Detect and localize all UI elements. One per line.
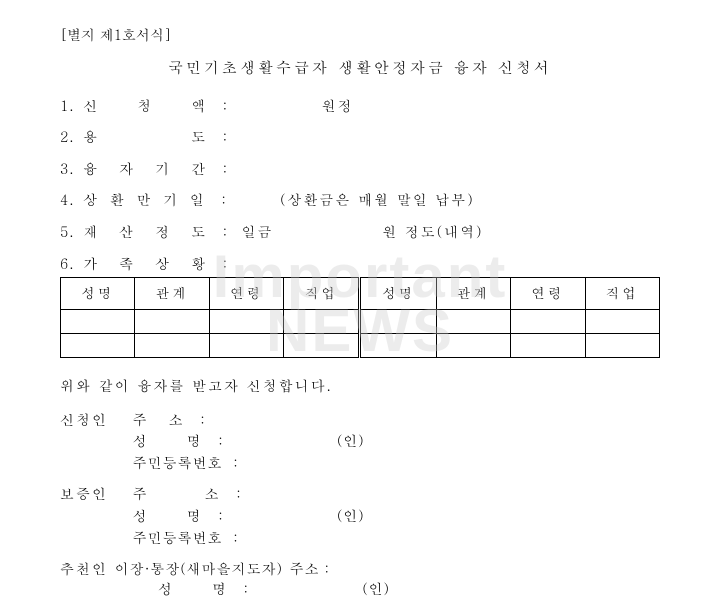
statement: 위와 같이 융자를 받고자 신청합니다. [60, 376, 660, 396]
field-label: 가 족 상 황 [83, 253, 209, 273]
field-label: 상 환 만 기 일 [83, 189, 208, 209]
colon: ： [218, 126, 233, 146]
cell[interactable] [209, 310, 283, 334]
field-suffix: 원정 [321, 95, 353, 115]
cell[interactable] [511, 310, 585, 334]
recommender-role: 이장·통장(새마을지도자) [115, 558, 283, 578]
recommender-label: 추천인 [60, 558, 108, 578]
field-num: 5. [60, 221, 74, 241]
colon: ： [216, 189, 231, 209]
cell[interactable] [284, 334, 360, 358]
colon: ： [195, 409, 210, 429]
cell[interactable] [585, 310, 659, 334]
cell[interactable] [61, 334, 135, 358]
guarantor-block: 보증인 주 소 ： 성 명 ： (인) 주민등록번호 ： [60, 484, 660, 549]
colon: ： [213, 430, 228, 450]
colon: ： [239, 578, 254, 598]
cell[interactable] [209, 334, 283, 358]
col-relation: 관계 [436, 278, 510, 310]
field-label: 융 자 기 간 [83, 158, 209, 178]
table-row [61, 310, 660, 334]
col-age: 연령 [209, 278, 283, 310]
cell[interactable] [436, 310, 510, 334]
cell[interactable] [511, 334, 585, 358]
colon: ： [213, 505, 228, 525]
colon: ： [218, 95, 233, 115]
field-label: 재 산 정 도 [83, 221, 209, 241]
field-suffix: 원 정도(내역) [382, 221, 483, 241]
colon: ： [218, 221, 233, 241]
field-loan-period: 3. 융 자 기 간 ： [60, 159, 660, 179]
page-title: 국민기초생활수급자 생활안정자금 융자 신청서 [60, 57, 660, 78]
field-note: (상환금은 매월 말일 납부) [280, 189, 475, 209]
field-family: 6. 가 족 상 황 ： [60, 254, 660, 274]
applicant-addr: 주 소 [133, 409, 187, 429]
col-job: 직업 [284, 278, 360, 310]
cell[interactable] [585, 334, 659, 358]
seal-mark: (인) [337, 431, 365, 451]
applicant-rrn: 주민등록번호 [133, 452, 223, 472]
seal-mark: (인) [362, 578, 390, 598]
field-num: 2. [60, 126, 74, 146]
field-value: 일금 [241, 221, 273, 241]
field-maturity: 4. 상 환 만 기 일 ： (상환금은 매월 말일 납부) [60, 190, 660, 210]
field-amount: 1. 신 청 액 ： 원정 [60, 96, 660, 116]
field-label: 신 청 액 [83, 95, 209, 115]
guarantor-label: 보증인 [60, 484, 108, 504]
table-row [61, 334, 660, 358]
applicant-name: 성 명 [133, 430, 205, 450]
cell[interactable] [284, 310, 360, 334]
guarantor-name: 성 명 [133, 505, 205, 525]
form-reference: [별지 제1호서식] [60, 25, 660, 45]
col-job: 직업 [585, 278, 659, 310]
colon: ： [231, 483, 246, 503]
applicant-label: 신청인 [60, 410, 108, 430]
col-name: 성명 [61, 278, 135, 310]
table-header-row: 성명 관계 연령 직업 성명 관계 연령 직업 [61, 278, 660, 310]
colon: ： [218, 253, 233, 273]
field-label: 용 도 [83, 126, 209, 146]
field-num: 4. [60, 189, 74, 209]
family-table: 성명 관계 연령 직업 성명 관계 연령 직업 [60, 277, 660, 358]
guarantor-addr: 주 소 [133, 483, 223, 503]
col-age: 연령 [511, 278, 585, 310]
field-num: 3. [60, 158, 74, 178]
field-num: 6. [60, 253, 74, 273]
field-property: 5. 재 산 정 도 ： 일금 원 정도(내역) [60, 222, 660, 242]
cell[interactable] [135, 334, 209, 358]
seal-mark: (인) [337, 506, 365, 526]
applicant-block: 신청인 주 소 ： 성 명 ： (인) 주민등록번호 ： [60, 410, 660, 475]
recommender-name: 성 명 [158, 578, 230, 598]
field-num: 1. [60, 95, 74, 115]
col-relation: 관계 [135, 278, 209, 310]
col-name: 성명 [360, 278, 436, 310]
cell[interactable] [360, 334, 436, 358]
colon: ： [228, 527, 243, 547]
recommender-addr: 주소： [290, 558, 335, 578]
cell[interactable] [61, 310, 135, 334]
guarantor-rrn: 주민등록번호 [133, 527, 223, 547]
recommender-block: 추천인 이장·통장(새마을지도자) 주소： 성 명 ： (인) [60, 559, 660, 598]
colon: ： [218, 158, 233, 178]
colon: ： [228, 452, 243, 472]
cell[interactable] [360, 310, 436, 334]
cell[interactable] [436, 334, 510, 358]
cell[interactable] [135, 310, 209, 334]
field-purpose: 2. 용 도 ： [60, 127, 660, 147]
